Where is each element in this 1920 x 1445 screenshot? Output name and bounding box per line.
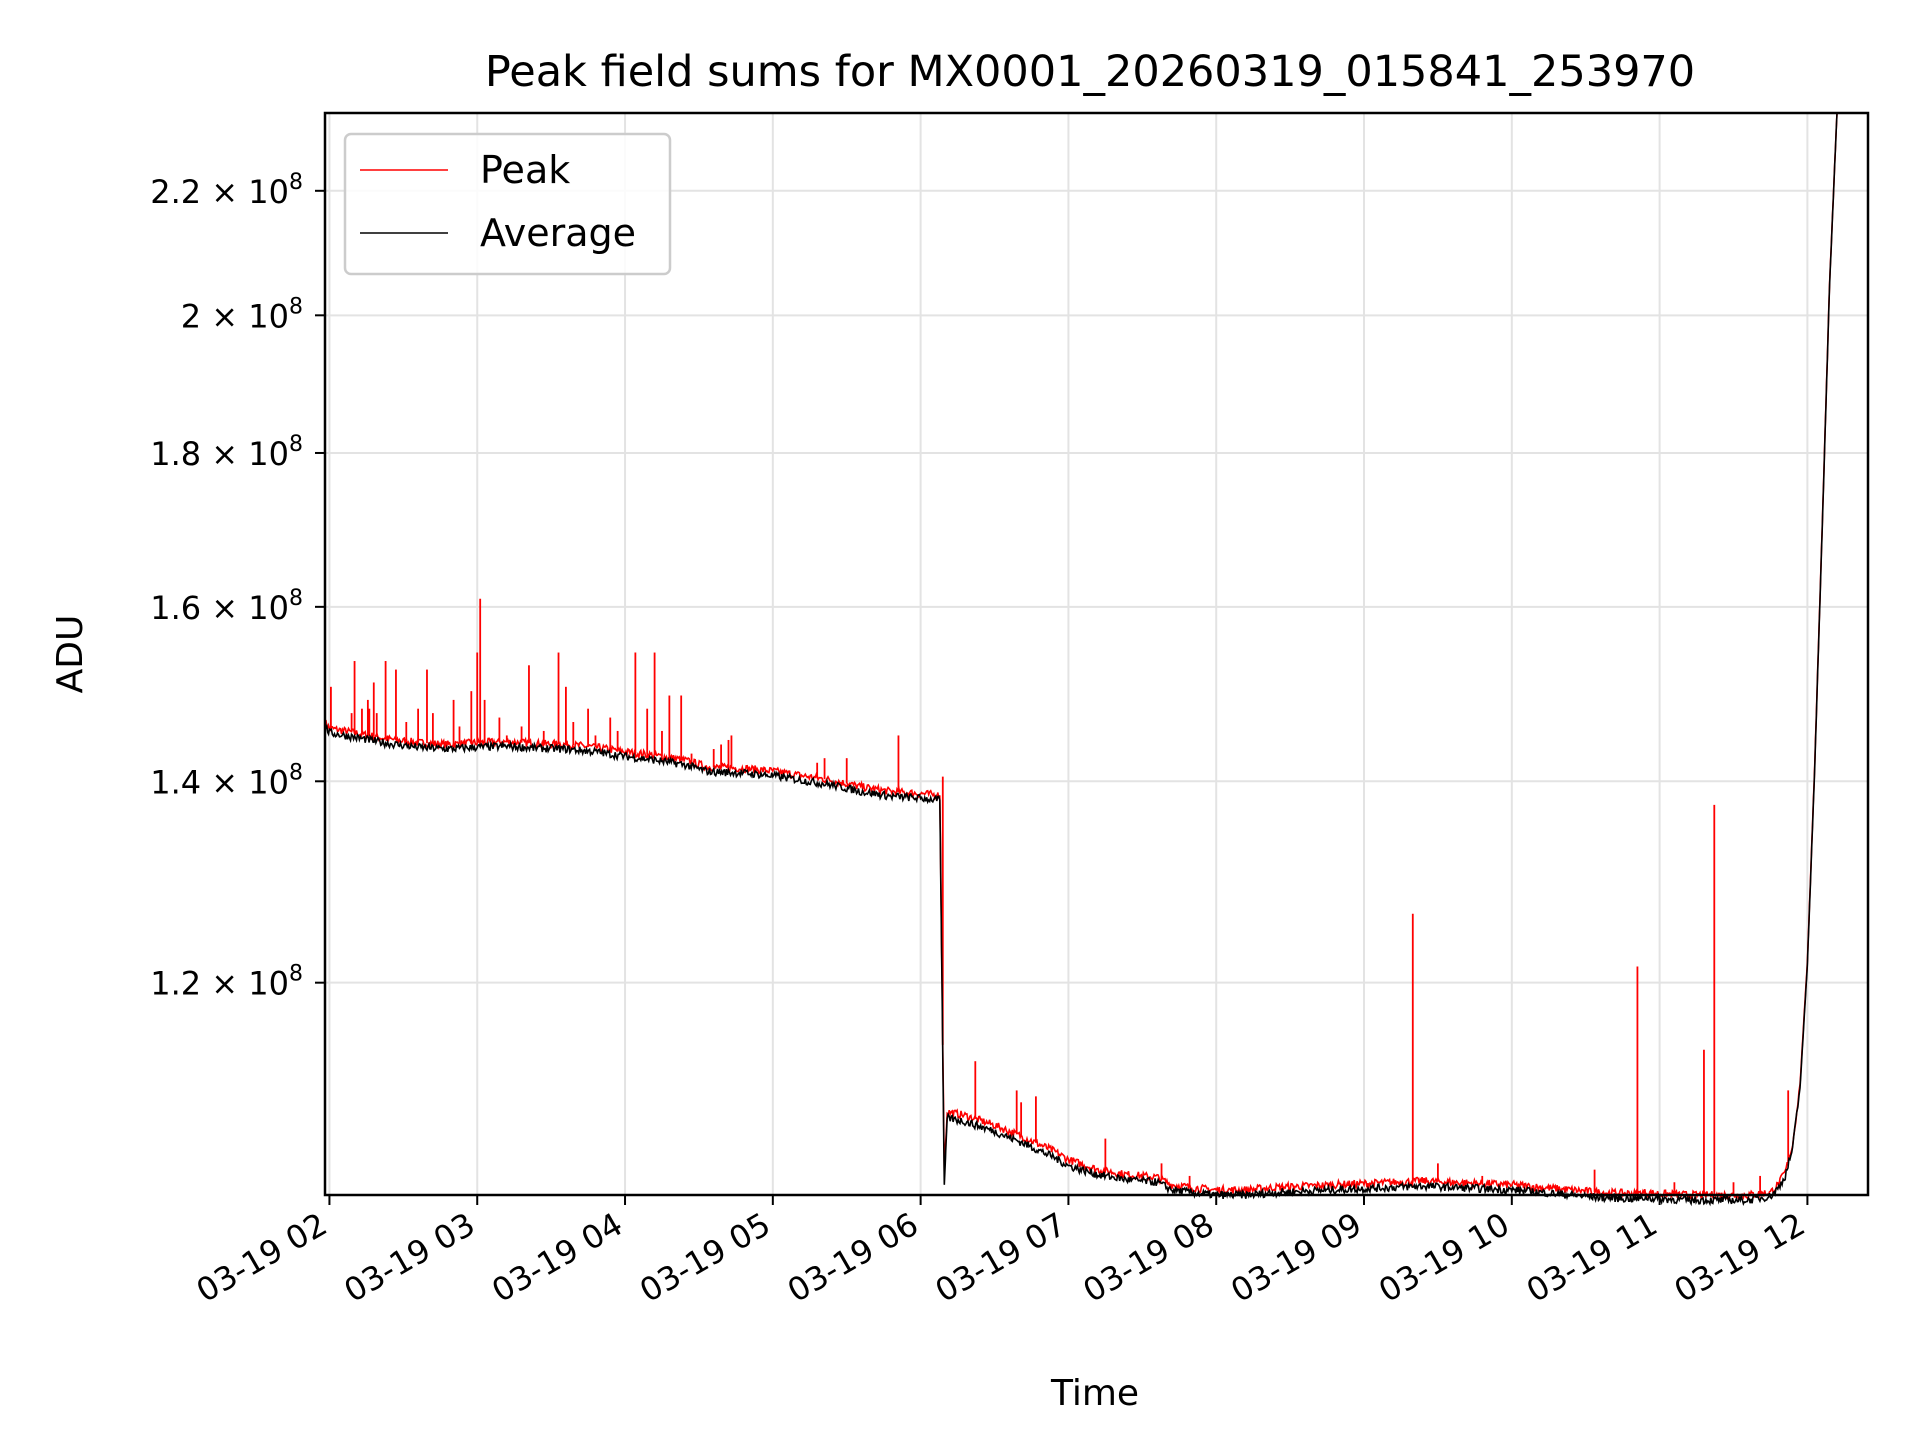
legend-peak-label: Peak bbox=[480, 148, 570, 192]
legend-box bbox=[343, 132, 672, 276]
y-tick-mantissa: 2.2 bbox=[150, 173, 201, 211]
legend-average-label: Average bbox=[480, 211, 636, 255]
y-tick-base: 10 bbox=[248, 173, 289, 211]
x-axis-label: Time bbox=[1050, 1373, 1139, 1414]
y-tick-exponent: 8 bbox=[289, 432, 303, 457]
y-tick-mantissa: 1.8 bbox=[150, 435, 201, 473]
y-axis: 1.2 × 108 1.4 × 108 1.6 × 108 1.8 × 108 2 × … bbox=[150, 170, 325, 1003]
y-tick-label: 1.4 × 108 bbox=[150, 760, 303, 801]
y-tick-mantissa: 2 bbox=[181, 297, 201, 335]
y-tick-mantissa: 1.6 bbox=[150, 589, 201, 627]
average-series-line bbox=[324, 112, 1838, 1207]
y-tick-label: 2 × 108 bbox=[181, 294, 303, 335]
y-axis-label: ADU bbox=[50, 615, 91, 694]
y-tick-base: 10 bbox=[248, 965, 289, 1003]
y-tick-label: 2.2 × 108 bbox=[150, 170, 303, 211]
y-tick-exponent: 8 bbox=[289, 760, 303, 785]
y-tick-base: 10 bbox=[248, 763, 289, 801]
grid bbox=[325, 113, 1868, 1195]
y-tick-exponent: 8 bbox=[289, 170, 303, 195]
y-tick-exponent: 8 bbox=[289, 294, 303, 319]
y-tick-base: 10 bbox=[248, 435, 289, 473]
y-tick-label: 1.8 × 108 bbox=[150, 432, 303, 473]
y-tick-exponent: 8 bbox=[289, 962, 303, 987]
y-tick-exponent: 8 bbox=[289, 586, 303, 611]
y-tick-base: 10 bbox=[248, 589, 289, 627]
plot-frame bbox=[323, 111, 1870, 1197]
y-tick-mantissa: 1.4 bbox=[150, 763, 201, 801]
legend: Peak Average bbox=[343, 132, 672, 276]
chart-title: Peak field sums for MX0001_20260319_0158… bbox=[485, 47, 1695, 97]
y-tick-base: 10 bbox=[248, 297, 289, 335]
series-layer bbox=[324, 112, 1838, 1207]
y-tick-mantissa: 1.2 bbox=[150, 965, 201, 1003]
y-tick-label: 1.2 × 108 bbox=[150, 962, 303, 1003]
y-tick-label: 1.6 × 108 bbox=[150, 586, 303, 627]
